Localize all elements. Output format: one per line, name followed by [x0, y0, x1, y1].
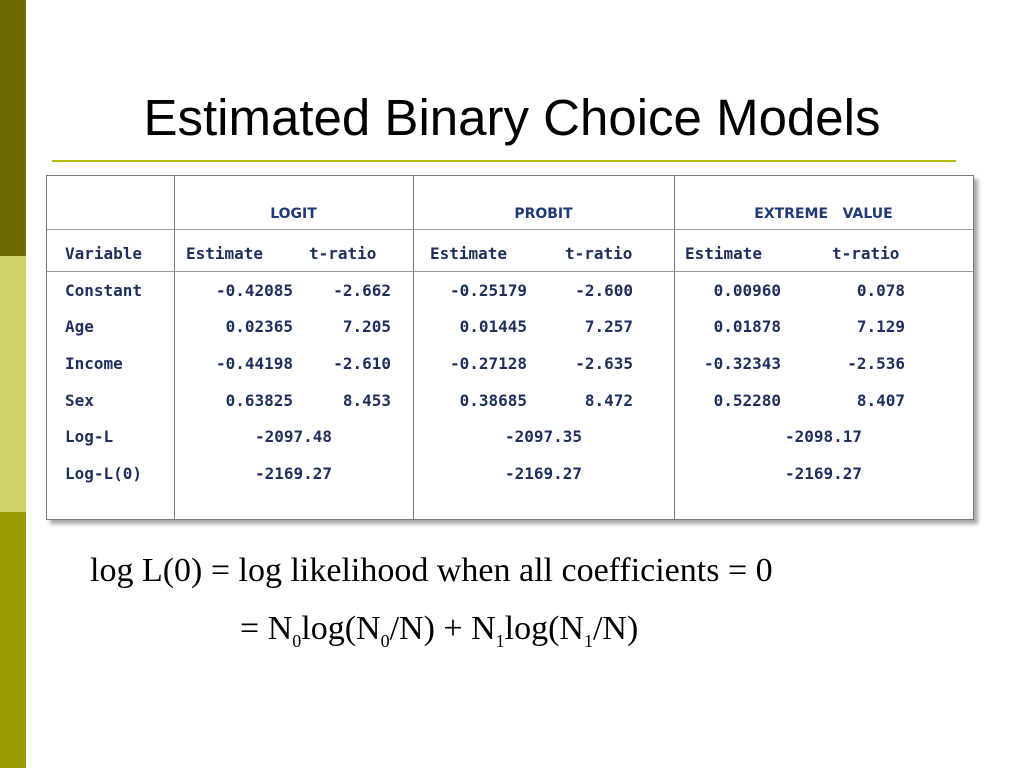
formula-sub: 0	[292, 631, 302, 651]
formula-log: log(N	[301, 610, 381, 647]
cell-ev-estimate: 0.52280	[713, 391, 781, 410]
formula-definition: log L(0) = log likelihood when all coeff…	[90, 552, 773, 589]
row-label: Constant	[65, 281, 143, 300]
row-label: Sex	[65, 391, 94, 410]
formula-n: N	[471, 610, 496, 647]
cell-ev-estimate: 0.01878	[713, 317, 781, 336]
sidebar-segment-light	[0, 256, 26, 512]
column-header-probit-estimate: Estimate	[430, 244, 508, 263]
column-header-variable: Variable	[65, 244, 143, 263]
formula-sub: 1	[495, 631, 505, 651]
formula-eq: =	[240, 610, 260, 647]
formula-log: log(N	[504, 610, 584, 647]
formula-div: /N)	[389, 610, 435, 647]
title-divider	[52, 160, 956, 162]
cell-logit-t-ratio: -2.610	[333, 354, 391, 373]
row-divider	[47, 229, 973, 230]
cell-logit-t-ratio: 8.453	[342, 391, 391, 410]
row-label: Age	[65, 317, 94, 336]
cell-probit-estimate: -0.25179	[449, 281, 527, 300]
cell-probit-t-ratio: -2.635	[575, 354, 633, 373]
column-header-logit-estimate: Estimate	[186, 244, 264, 263]
group-header-logit: LOGIT	[270, 206, 317, 222]
cell-logit-estimate: -0.44198	[215, 354, 293, 373]
cell-ev-estimate: -0.32343	[703, 354, 781, 373]
group-header-probit: PROBIT	[514, 206, 573, 222]
cell-probit-t-ratio: 7.257	[584, 317, 633, 336]
column-header-logit-t-ratio: t-ratio	[309, 244, 377, 263]
row-label: Log-L(0)	[65, 464, 143, 483]
cell-logit-t-ratio: -2.662	[333, 281, 391, 300]
cell-probit-log-l0: -2169.27	[504, 464, 583, 483]
column-divider	[413, 176, 414, 519]
formula-n: N	[267, 610, 293, 647]
cell-logit-estimate: 0.02365	[225, 317, 293, 336]
column-header-probit-t-ratio: t-ratio	[565, 244, 633, 263]
group-header-extreme-value: EXTREME VALUE	[754, 206, 893, 222]
cell-logit-estimate: 0.63825	[225, 391, 293, 410]
formula-sub: 0	[380, 631, 390, 651]
slide-sidebar	[0, 0, 26, 768]
row-label: Income	[65, 354, 123, 373]
results-table: LOGIT PROBIT EXTREME VALUE Variable Esti…	[46, 175, 974, 520]
formula-sub: 1	[583, 631, 593, 651]
cell-ev-t-ratio: 7.129	[856, 317, 905, 336]
cell-probit-estimate: 0.01445	[459, 317, 527, 336]
sidebar-segment-mid	[0, 512, 26, 768]
cell-logit-estimate: -0.42085	[215, 281, 293, 300]
cell-logit-log-l0: -2169.27	[254, 464, 333, 483]
cell-ev-log-l0: -2169.27	[784, 464, 863, 483]
cell-logit-log-l: -2097.48	[254, 427, 333, 446]
cell-ev-log-l: -2098.17	[784, 427, 863, 446]
cell-ev-estimate: 0.00960	[713, 281, 781, 300]
column-divider	[174, 176, 175, 519]
row-divider	[47, 271, 973, 272]
formula-expansion: = N0log(N0/N) + N1log(N1/N)	[240, 610, 638, 652]
cell-probit-t-ratio: -2.600	[575, 281, 633, 300]
column-header-ev-estimate: Estimate	[685, 244, 763, 263]
cell-probit-t-ratio: 8.472	[584, 391, 633, 410]
cell-ev-t-ratio: 0.078	[856, 281, 905, 300]
column-header-ev-t-ratio: t-ratio	[832, 244, 900, 263]
formula-div: /N)	[592, 610, 639, 647]
formula-plus: +	[443, 610, 463, 647]
cell-ev-t-ratio: -2.536	[847, 354, 905, 373]
slide-title: Estimated Binary Choice Models	[143, 89, 881, 146]
cell-probit-estimate: -0.27128	[449, 354, 527, 373]
cell-logit-t-ratio: 7.205	[342, 317, 391, 336]
column-divider	[674, 176, 675, 519]
row-label: Log-L	[65, 427, 114, 446]
cell-probit-log-l: -2097.35	[504, 427, 583, 446]
sidebar-segment-dark	[0, 0, 26, 256]
cell-ev-t-ratio: 8.407	[856, 391, 905, 410]
cell-probit-estimate: 0.38685	[459, 391, 527, 410]
